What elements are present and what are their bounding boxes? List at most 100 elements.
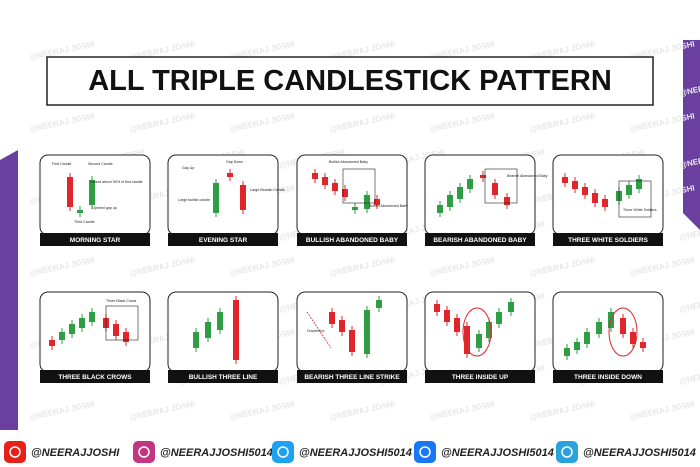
candle — [352, 207, 358, 210]
pattern-card: Bullish Abandoned Baby Bullish Abandoned … — [296, 154, 408, 246]
candle — [67, 177, 73, 207]
icon-glyph — [561, 446, 573, 458]
candle — [620, 318, 626, 334]
annotation: Bearish Abandoned Baby — [507, 174, 548, 178]
icon-glyph — [138, 446, 150, 458]
candle — [205, 322, 211, 338]
candle — [213, 183, 219, 213]
footer — [0, 437, 700, 467]
candle — [480, 175, 486, 178]
candle — [592, 193, 598, 203]
social-icon — [272, 441, 294, 463]
label-bar — [553, 370, 663, 383]
pattern-card: Bearish Abandoned Baby BEARISH ABANDONED … — [424, 154, 548, 246]
pattern-label: THREE INSIDE DOWN — [574, 374, 642, 381]
candle — [444, 310, 450, 322]
card — [167, 291, 279, 373]
label-bar — [297, 233, 407, 246]
candle — [486, 322, 492, 338]
pattern-label: BULLISH ABANDONED BABY — [306, 237, 399, 244]
pattern-card: BULLISH THREE LINE — [167, 291, 279, 383]
pattern-label: EVENING STAR — [199, 237, 248, 244]
candle — [476, 334, 482, 348]
label-bar — [297, 370, 407, 383]
candle — [464, 326, 470, 354]
social-icon — [556, 441, 578, 463]
annotation: Closed above 50% of first candle — [90, 180, 143, 184]
candle — [504, 197, 510, 205]
pattern-label: THREE BLACK CROWS — [58, 374, 132, 381]
annotation: Gap Down — [226, 160, 243, 164]
annotation: Large bullish candle — [178, 198, 210, 202]
candle — [496, 312, 502, 324]
card — [424, 154, 536, 236]
candle — [457, 187, 463, 199]
title-box — [46, 56, 654, 106]
candle — [626, 185, 632, 195]
candle — [374, 199, 380, 205]
title: ALL TRIPLE CANDLESTICK PATTERN — [88, 65, 612, 97]
annotation: Third Candle — [74, 220, 95, 224]
card — [39, 291, 151, 373]
candle — [77, 210, 83, 213]
candle — [636, 179, 642, 189]
label-bar — [425, 233, 535, 246]
candle — [564, 348, 570, 356]
candle — [342, 189, 348, 197]
candle — [89, 180, 95, 205]
label-bar — [40, 233, 150, 246]
social-handle: @NEERAJJOSHI — [31, 447, 120, 459]
icon-glyph — [9, 446, 21, 458]
candle — [434, 304, 440, 312]
pattern-label: BEARISH ABANDONED BABY — [433, 237, 527, 244]
candle — [562, 177, 568, 183]
card — [552, 291, 664, 373]
pattern-card: Three Black Crows THREE BLACK CROWS — [39, 291, 151, 383]
highlight-box — [342, 168, 376, 204]
candle — [596, 322, 602, 334]
candle — [233, 300, 239, 360]
card — [424, 291, 536, 373]
pattern-card: Three White Soldiers THREE WHITE SOLDIERS — [552, 154, 664, 246]
highlight-box — [618, 180, 652, 218]
pattern-label: THREE WHITE SOLDIERS — [568, 237, 648, 244]
candle — [217, 312, 223, 330]
pattern-card: THREE INSIDE DOWN — [552, 291, 664, 383]
side-decoration — [0, 150, 18, 430]
candle — [572, 181, 578, 189]
candle — [492, 183, 498, 195]
candle — [79, 318, 85, 328]
annotation: Bullish Abandoned Baby — [329, 160, 368, 164]
highlight-box — [105, 305, 139, 341]
pattern-label: MORNING STAR — [70, 237, 121, 244]
candle — [582, 187, 588, 195]
candle — [59, 332, 65, 340]
candle — [574, 342, 580, 350]
pattern-label: THREE INSIDE UP — [452, 374, 509, 381]
highlight-circle — [462, 307, 492, 357]
annotation: Opened gap up — [92, 206, 117, 210]
label-bar — [553, 233, 663, 246]
candle — [329, 312, 335, 324]
candle — [322, 177, 328, 185]
trend-arrow — [306, 311, 332, 349]
candle — [240, 185, 246, 210]
card — [296, 154, 408, 236]
candle — [630, 332, 636, 344]
annotation: Large Bearish Candle — [250, 188, 285, 192]
label-bar — [168, 233, 278, 246]
candle — [227, 173, 233, 177]
candle — [364, 195, 370, 209]
social-handle: @NEERAJJOSHI5014 — [441, 447, 554, 459]
candle — [376, 300, 382, 308]
icon-glyph — [419, 446, 431, 458]
card — [552, 154, 664, 236]
label-bar — [425, 370, 535, 383]
candle — [69, 324, 75, 334]
candle — [364, 310, 370, 354]
candle — [584, 332, 590, 344]
pattern-card: First Candle Second Candle Closed above 50… — [39, 154, 151, 246]
annotation: Three White Soldiers — [623, 208, 657, 212]
social-handle: @NEERAJJOSHI5014 — [299, 447, 412, 459]
